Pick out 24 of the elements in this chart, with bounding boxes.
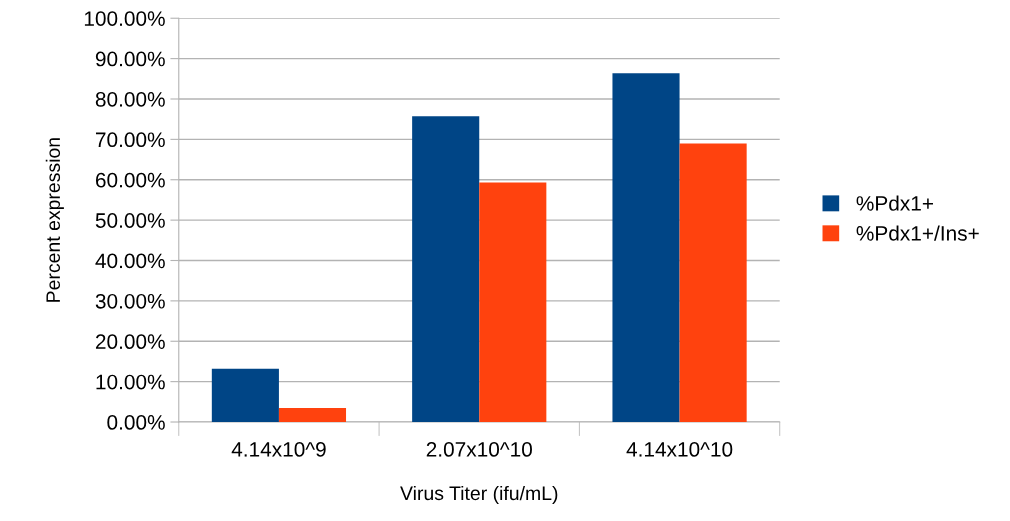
y-tick-label: 20.00% <box>95 334 165 350</box>
bar <box>211 368 279 423</box>
y-tick-label: 0.00% <box>107 415 165 430</box>
x-axis-title: Virus Titer (ifu/mL) <box>400 485 558 504</box>
bar <box>412 116 480 423</box>
y-tick-label: 90.00% <box>95 51 165 67</box>
legend-label: %Pdx1+/Ins+ <box>856 225 979 241</box>
y-tick-label: 50.00% <box>95 213 165 228</box>
y-axis-title: Percent expression <box>45 138 64 302</box>
bar <box>679 143 747 423</box>
y-tick-label: 40.00% <box>95 253 165 269</box>
x-tick-label: 4.14x10^10 <box>626 442 733 457</box>
bar <box>479 182 547 423</box>
y-tick-label: 70.00% <box>95 132 165 148</box>
y-tick-label: 100.00% <box>84 11 165 26</box>
bar <box>278 407 347 423</box>
legend-label: %Pdx1+ <box>856 195 933 211</box>
y-tick-label: 60.00% <box>95 172 165 188</box>
bar <box>612 73 680 423</box>
x-tick-label: 4.14x10^9 <box>231 442 326 457</box>
y-tick-label: 30.00% <box>95 293 165 309</box>
y-tick-label: 10.00% <box>96 374 165 390</box>
y-tick-label: 80.00% <box>95 91 165 107</box>
x-tick-label: 2.07x10^10 <box>426 442 532 457</box>
